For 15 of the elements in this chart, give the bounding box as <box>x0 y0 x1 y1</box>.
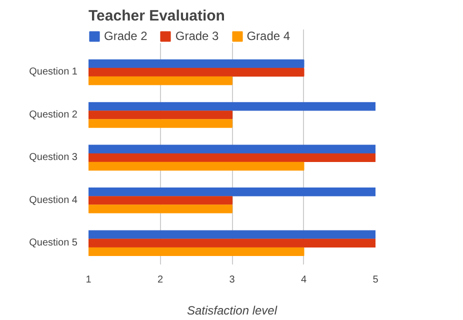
y-tick-label: Question 5 <box>29 238 78 249</box>
x-tick-label: 4 <box>300 274 307 286</box>
legend-label: Grade 2 <box>104 29 148 43</box>
y-tick-label: Question 4 <box>29 194 78 206</box>
legend-label: Grade 3 <box>175 29 219 43</box>
y-tick-label: Question 1 <box>29 66 78 78</box>
x-tick-label: 2 <box>157 274 164 286</box>
legend-label: Grade 4 <box>246 29 290 43</box>
y-tick-label: Question 2 <box>29 109 78 120</box>
x-tick-label: 1 <box>86 274 92 286</box>
y-tick-label: Question 3 <box>29 152 78 164</box>
chart-title: Teacher Evaluation <box>88 8 225 24</box>
x-tick-label: 5 <box>372 274 379 286</box>
x-axis-title: Satisfaction level <box>186 304 278 318</box>
x-tick-label: 3 <box>229 274 236 286</box>
